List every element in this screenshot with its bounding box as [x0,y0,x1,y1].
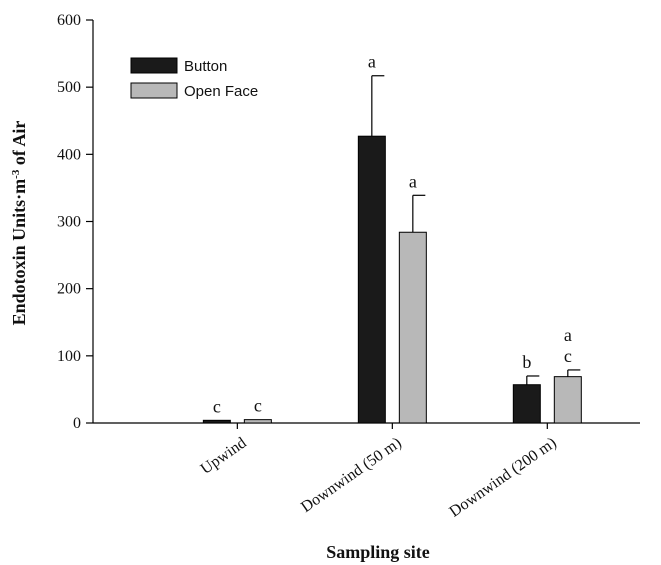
y-tick-label: 400 [57,146,81,163]
significance-label: c [213,396,221,416]
y-tick-label: 100 [57,348,81,365]
y-axis: 0 100 200 300 400 500 600 [57,12,94,432]
bar-open-face [398,231,427,424]
x-tick-label: Downwind (50 m) [298,434,405,516]
significance-label: c [564,346,572,366]
legend-label-button: Button [184,58,227,75]
y-tick-label: 0 [73,415,81,432]
legend-swatch-button [130,57,178,74]
y-tick-label: 200 [57,281,81,298]
bar-open-face [553,376,582,424]
y-tick-label: 500 [57,79,81,96]
x-axis: Upwind Downwind (50 m) Downwind (200 m) [93,422,640,521]
bar-button [512,384,541,424]
x-tick-label: Upwind [198,434,250,478]
x-tick-label: Downwind (200 m) [446,434,559,520]
legend-swatch-open-face [130,82,178,99]
bars [202,75,582,424]
significance-label: b [522,352,531,372]
bar-open-face [243,419,272,424]
y-tick-label: 300 [57,214,81,231]
bar-button [202,419,231,424]
legend-label-open-face: Open Face [184,83,258,100]
significance-label: c [254,396,262,416]
x-axis-title: Sampling site [326,542,430,562]
legend: Button Open Face [130,57,258,100]
significance-label: a [564,325,572,345]
y-axis-title: Endotoxin Units·m-3 of Air [9,121,29,326]
significance-label: a [409,171,417,191]
y-tick-label: 600 [57,12,81,29]
bar-button [357,135,386,424]
significance-label: a [368,52,376,72]
